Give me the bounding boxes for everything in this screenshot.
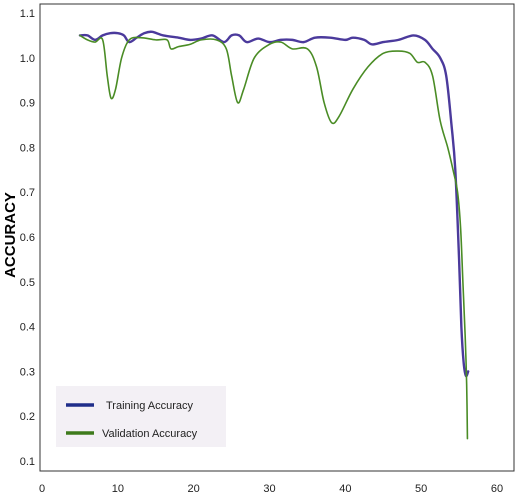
x-tick-label: 10 xyxy=(112,483,124,495)
x-tick-label: 40 xyxy=(339,483,351,495)
legend-box xyxy=(56,386,226,447)
y-tick-label: 1.1 xyxy=(20,8,35,20)
x-tick-label: 20 xyxy=(188,483,200,495)
y-tick-label: 0.1 xyxy=(20,456,35,468)
legend-label-training: Training Accuracy xyxy=(106,400,194,412)
x-axis-ticks: 0 10 20 30 40 50 60 xyxy=(39,483,503,495)
y-tick-label: 1.0 xyxy=(20,53,35,65)
x-tick-label: 0 xyxy=(39,483,45,495)
validation-accuracy-line xyxy=(79,34,469,440)
y-tick-label: 0.4 xyxy=(20,322,35,334)
y-axis-ticks: 0.1 0.2 0.3 0.4 0.5 0.6 0.7 0.8 0.9 1.0 1.1 xyxy=(20,8,35,468)
y-tick-label: 0.5 xyxy=(20,277,35,289)
x-tick-label: 30 xyxy=(263,483,275,495)
legend-label-validation: Validation Accuracy xyxy=(102,428,198,440)
legend: Training Accuracy Validation Accuracy xyxy=(56,386,226,447)
y-tick-label: 0.9 xyxy=(20,98,35,110)
x-tick-label: 50 xyxy=(415,483,427,495)
y-tick-label: 0.8 xyxy=(20,142,35,154)
y-tick-label: 0.6 xyxy=(20,232,35,244)
series-layer xyxy=(78,30,470,440)
x-tick-label: 60 xyxy=(491,483,503,495)
y-tick-label: 0.3 xyxy=(20,366,35,378)
y-tick-label: 0.2 xyxy=(20,411,35,423)
y-axis-title: ACCURACY xyxy=(2,192,19,278)
training-accuracy-line xyxy=(78,30,470,378)
y-tick-label: 0.7 xyxy=(20,187,35,199)
